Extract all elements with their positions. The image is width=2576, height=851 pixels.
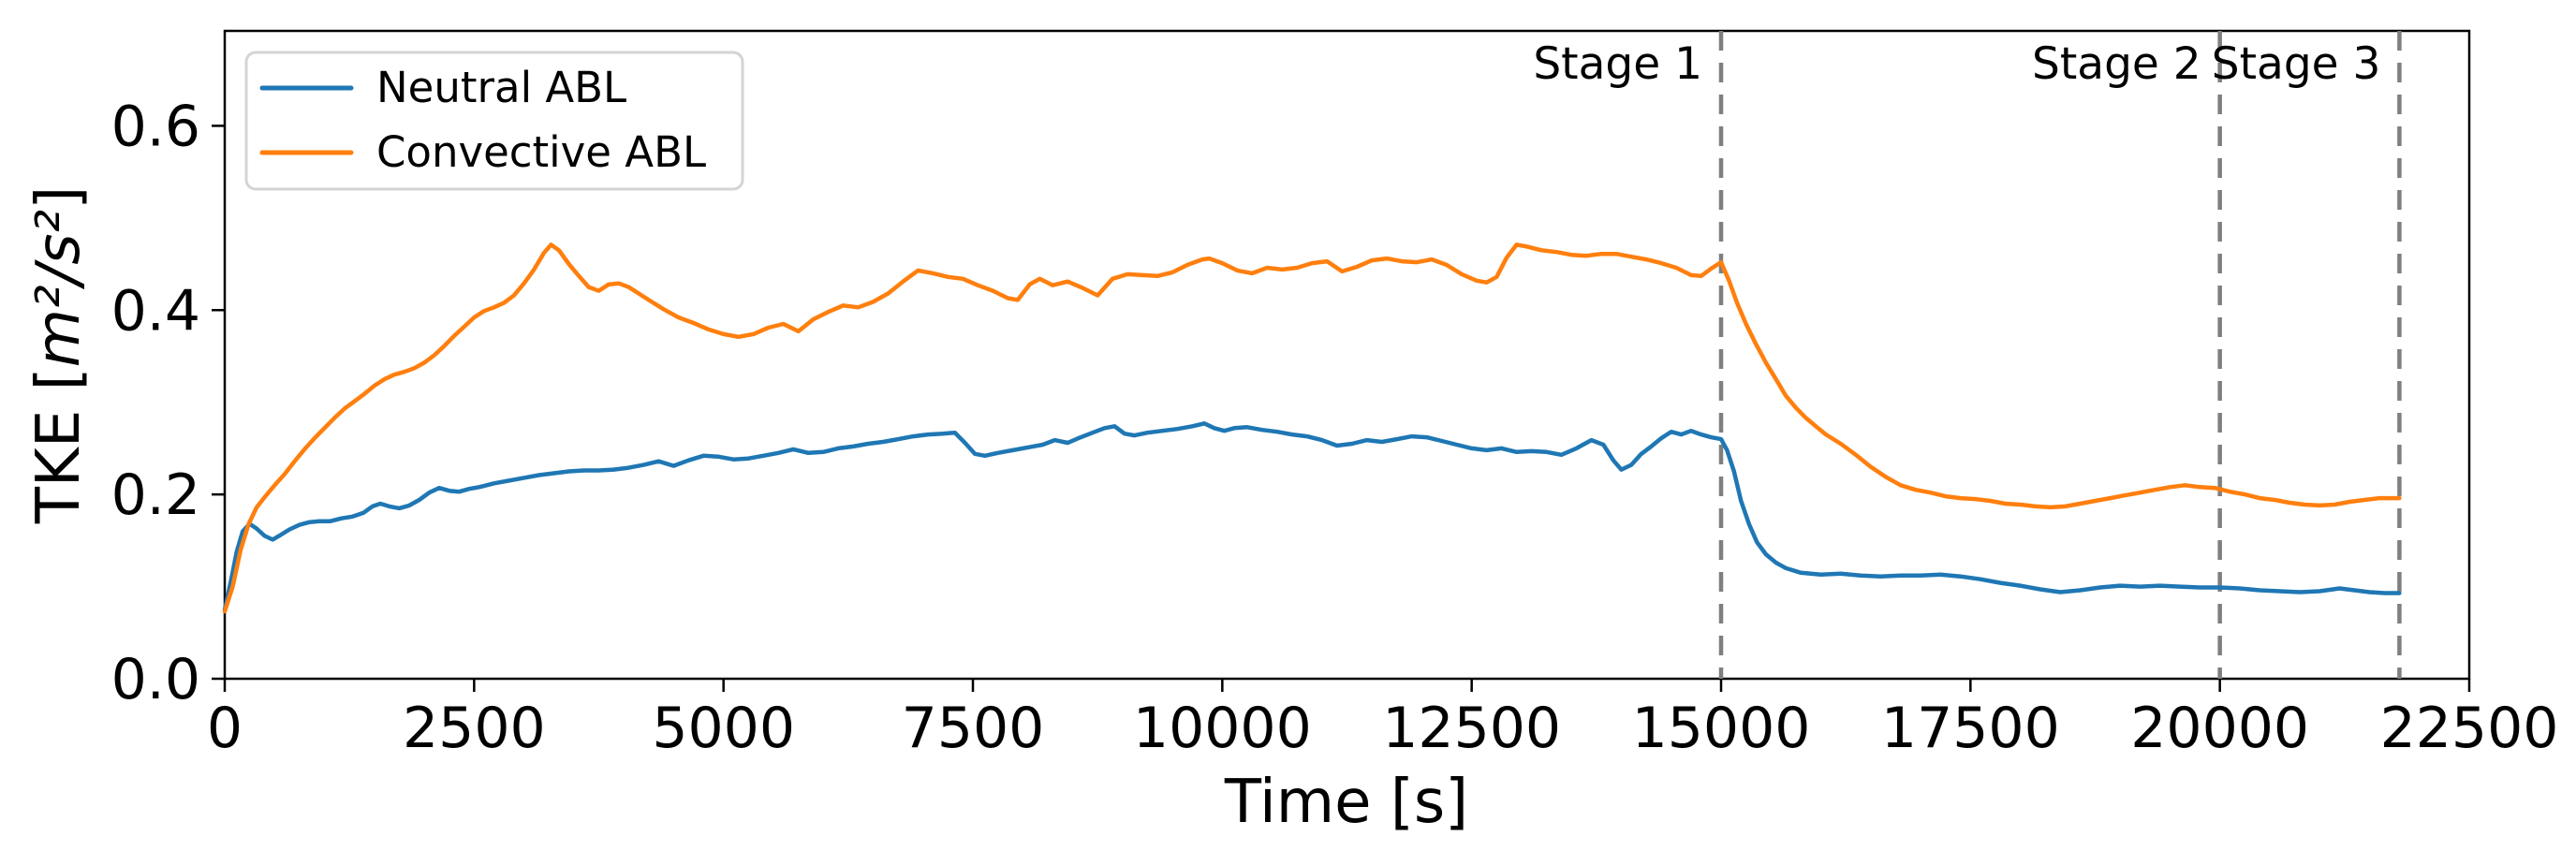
x-tick-label: 15000 xyxy=(1632,696,1811,761)
legend: Neutral ABL Convective ABL xyxy=(244,51,744,191)
x-tick-label: 20000 xyxy=(2130,696,2309,761)
x-axis-label: Time [s] xyxy=(1224,768,1468,837)
legend-label: Convective ABL xyxy=(376,127,706,177)
y-tick-label: 0.6 xyxy=(111,94,200,159)
x-tick-label: 0 xyxy=(207,696,243,761)
x-tick-label: 5000 xyxy=(652,696,795,761)
stage-label: Stage 1 xyxy=(1533,38,1702,90)
y-axis-label: TKE [m²/s²] xyxy=(24,186,94,524)
x-tick-label: 17500 xyxy=(1881,696,2060,761)
legend-label: Neutral ABL xyxy=(376,63,626,112)
series-group xyxy=(222,242,2402,614)
x-axis-ticks-group: 0 2500 5000 7500 10000 12500 15000 17500 20000 22… xyxy=(207,679,2559,761)
plot-border xyxy=(223,29,2471,681)
stage-lines-group xyxy=(1718,31,2402,679)
stage-label: Stage 3 xyxy=(2212,38,2381,90)
x-tick-label: 2500 xyxy=(403,696,546,761)
x-tick-label: 12500 xyxy=(1382,696,1561,761)
series-line-neutral-abl xyxy=(222,421,2402,612)
y-tick-label: 0.2 xyxy=(111,462,200,528)
x-tick-label: 22500 xyxy=(2380,696,2559,761)
stage-label: Stage 2 xyxy=(2032,38,2201,90)
y-tick-label: 0.4 xyxy=(111,278,200,344)
x-tick-label: 7500 xyxy=(902,696,1045,761)
stage-labels-group: Stage 1 Stage 2 Stage 3 xyxy=(1533,38,2380,90)
legend-box xyxy=(244,51,744,191)
y-tick-label: 0.0 xyxy=(111,647,200,712)
x-tick-label: 10000 xyxy=(1133,696,1312,761)
series-line-convective-abl xyxy=(222,242,2402,614)
y-axis-ticks-group: 0.0 0.2 0.4 0.6 xyxy=(111,94,225,712)
